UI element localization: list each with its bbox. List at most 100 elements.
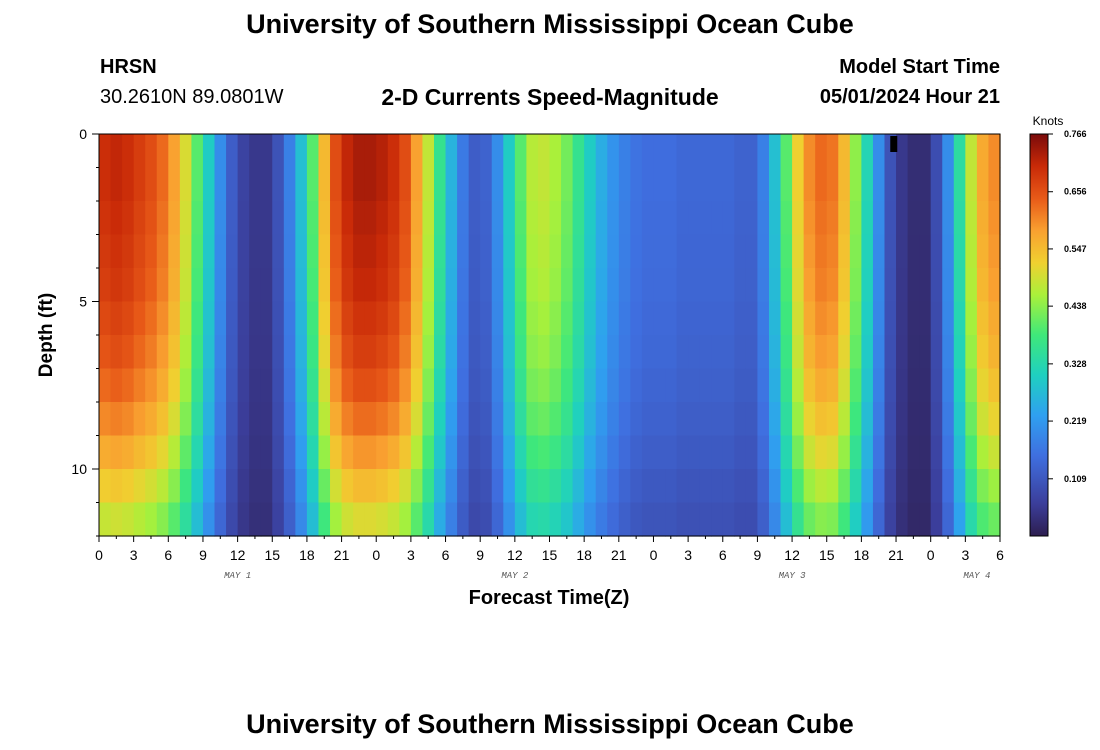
heatmap-cell bbox=[260, 234, 273, 269]
heatmap-cell bbox=[722, 435, 735, 470]
heatmap-cell bbox=[341, 234, 354, 269]
heatmap-cell bbox=[422, 134, 435, 169]
heatmap-cell bbox=[260, 368, 273, 403]
heatmap-cell bbox=[133, 368, 146, 403]
heatmap-cell bbox=[330, 268, 343, 303]
heatmap-cell bbox=[179, 268, 193, 303]
heatmap-cell bbox=[191, 234, 204, 269]
heatmap-cell bbox=[503, 134, 516, 169]
heatmap-cell bbox=[99, 469, 112, 504]
heatmap-cell bbox=[214, 469, 227, 504]
heatmap-cell bbox=[976, 368, 990, 403]
heatmap-cell bbox=[699, 435, 712, 470]
heatmap-cell bbox=[99, 435, 112, 470]
heatmap-cell bbox=[330, 402, 343, 437]
heatmap-cell bbox=[110, 301, 123, 336]
heatmap-cell bbox=[757, 502, 770, 537]
heatmap-cell bbox=[364, 469, 377, 504]
heatmap-cell bbox=[711, 402, 724, 437]
heatmap-cell bbox=[676, 167, 689, 202]
heatmap-cell bbox=[792, 134, 805, 169]
heatmap-cell bbox=[110, 402, 123, 437]
heatmap-cell bbox=[930, 502, 943, 537]
x-tick-label: 6 bbox=[164, 547, 172, 563]
heatmap-cell bbox=[630, 368, 643, 403]
heatmap-cell bbox=[803, 234, 816, 269]
heatmap-cell bbox=[353, 402, 366, 437]
y-tick-label: 10 bbox=[71, 461, 87, 477]
heatmap-cell bbox=[942, 435, 955, 470]
heatmap-cell bbox=[226, 301, 239, 336]
heatmap-cell bbox=[641, 201, 655, 236]
heatmap-cell bbox=[179, 134, 193, 169]
heatmap-cell bbox=[491, 201, 504, 236]
heatmap-cell bbox=[491, 234, 504, 269]
heatmap-cell bbox=[618, 167, 631, 202]
heatmap-cell bbox=[399, 435, 412, 470]
heatmap-cell bbox=[861, 268, 874, 303]
heatmap-cell bbox=[133, 335, 146, 370]
heatmap-cell bbox=[353, 134, 366, 169]
heatmap-cell bbox=[318, 402, 331, 437]
heatmap-cell bbox=[561, 167, 574, 202]
heatmap-cell bbox=[965, 134, 978, 169]
heatmap-cell bbox=[907, 368, 920, 403]
heatmap-cell bbox=[595, 134, 608, 169]
heatmap-cell bbox=[965, 167, 978, 202]
heatmap-cell bbox=[665, 301, 678, 336]
heatmap-cell bbox=[572, 435, 585, 470]
heatmap-cell bbox=[780, 268, 793, 303]
heatmap-cell bbox=[792, 335, 805, 370]
heatmap-cell bbox=[641, 368, 655, 403]
heatmap-cell bbox=[341, 167, 354, 202]
heatmap-cell bbox=[665, 435, 678, 470]
heatmap-cell bbox=[145, 301, 158, 336]
heatmap-cell bbox=[202, 335, 216, 370]
heatmap-cell bbox=[249, 435, 262, 470]
heatmap-cell bbox=[399, 201, 412, 236]
heatmap-cell bbox=[884, 502, 897, 537]
heatmap-cell bbox=[191, 268, 204, 303]
heatmap-cell bbox=[965, 268, 978, 303]
heatmap-cell bbox=[907, 134, 920, 169]
heatmap-cell bbox=[861, 201, 874, 236]
heatmap-cell bbox=[237, 134, 250, 169]
heatmap-cell bbox=[376, 201, 389, 236]
heatmap-cell bbox=[410, 201, 424, 236]
heatmap-cell bbox=[433, 469, 447, 504]
heatmap-cell bbox=[445, 368, 458, 403]
heatmap-cell bbox=[156, 268, 169, 303]
heatmap-cell bbox=[226, 167, 239, 202]
heatmap-cell bbox=[283, 234, 296, 269]
heatmap-cell bbox=[607, 435, 620, 470]
heatmap-cell bbox=[237, 435, 250, 470]
heatmap-cell bbox=[584, 134, 597, 169]
heatmap-cell bbox=[768, 134, 782, 169]
heatmap-cell bbox=[572, 502, 585, 537]
heatmap-cell bbox=[295, 502, 308, 537]
heatmap-cell bbox=[156, 402, 169, 437]
heatmap-cell bbox=[260, 402, 273, 437]
x-day-label: MAY 1 bbox=[224, 571, 251, 581]
heatmap-cell bbox=[942, 268, 955, 303]
heatmap-cell bbox=[826, 234, 839, 269]
heatmap-cell bbox=[561, 435, 574, 470]
heatmap-cell bbox=[953, 335, 966, 370]
heatmap-cell bbox=[214, 268, 227, 303]
heatmap-cell bbox=[376, 134, 389, 169]
heatmap-cell bbox=[179, 234, 193, 269]
heatmap-cell bbox=[237, 268, 250, 303]
heatmap-cell bbox=[364, 435, 377, 470]
heatmap-cell bbox=[896, 268, 909, 303]
x-tick-label: 6 bbox=[442, 547, 450, 563]
heatmap-cell bbox=[653, 201, 666, 236]
heatmap-cell bbox=[480, 469, 493, 504]
heatmap-cell bbox=[676, 301, 689, 336]
heatmap-cell bbox=[815, 234, 828, 269]
heatmap-cell bbox=[537, 502, 551, 537]
heatmap-cell bbox=[572, 167, 585, 202]
heatmap-cell bbox=[930, 368, 943, 403]
heatmap-cell bbox=[468, 469, 481, 504]
heatmap-cell bbox=[688, 402, 701, 437]
heatmap-cell bbox=[364, 234, 377, 269]
